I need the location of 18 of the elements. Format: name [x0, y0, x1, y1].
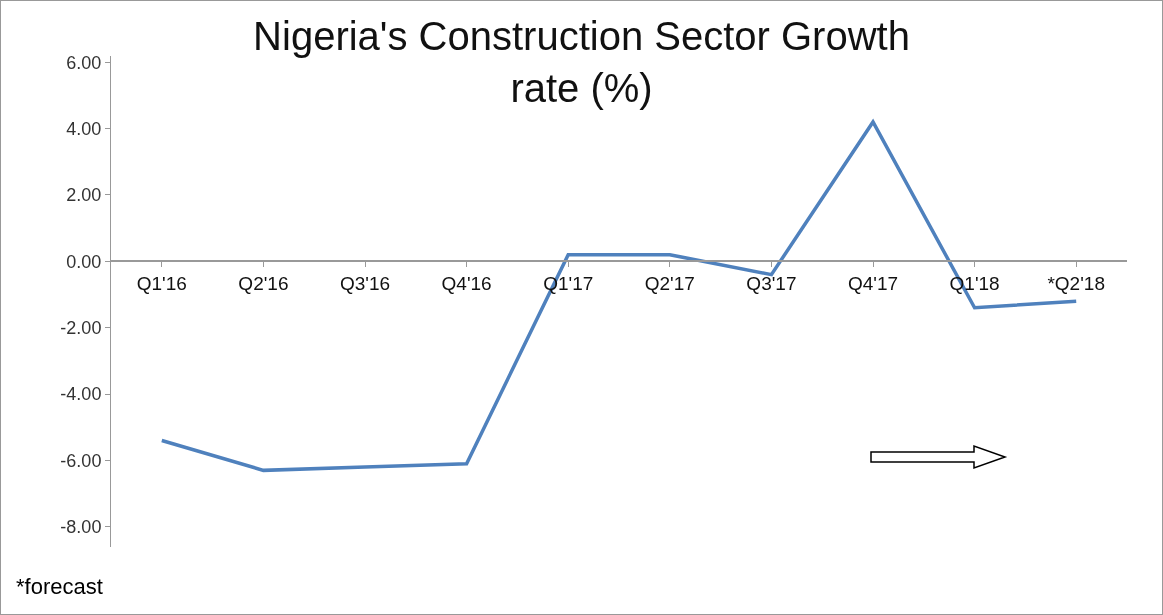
chart-title: Nigeria's Construction Sector Growth rate (%): [253, 14, 910, 111]
y-tick-label: 0.00: [66, 251, 102, 272]
x-tick-label: Q4'16: [441, 272, 492, 294]
x-tick-label: Q2'16: [238, 272, 289, 294]
x-tick-label: Q3'17: [746, 272, 797, 294]
x-tick-label: Q3'16: [339, 272, 391, 294]
x-tick-label: Q4'17: [847, 272, 899, 294]
x-tick-label: Q2'17: [644, 272, 695, 294]
x-tick-label: *Q2'18: [1047, 272, 1105, 294]
y-tick-label: -2.00: [60, 318, 102, 338]
y-tick-label: 6.00: [66, 52, 102, 73]
y-tick-label: -4.00: [60, 384, 102, 405]
y-tick-label: 2.00: [66, 185, 102, 206]
x-tick-label: Q1'16: [136, 272, 187, 294]
y-tick-label: -8.00: [60, 517, 102, 538]
y-tick-label: -6.00: [60, 450, 102, 471]
text: *forecast: [16, 574, 103, 599]
y-tick-label: 4.00: [66, 118, 102, 139]
